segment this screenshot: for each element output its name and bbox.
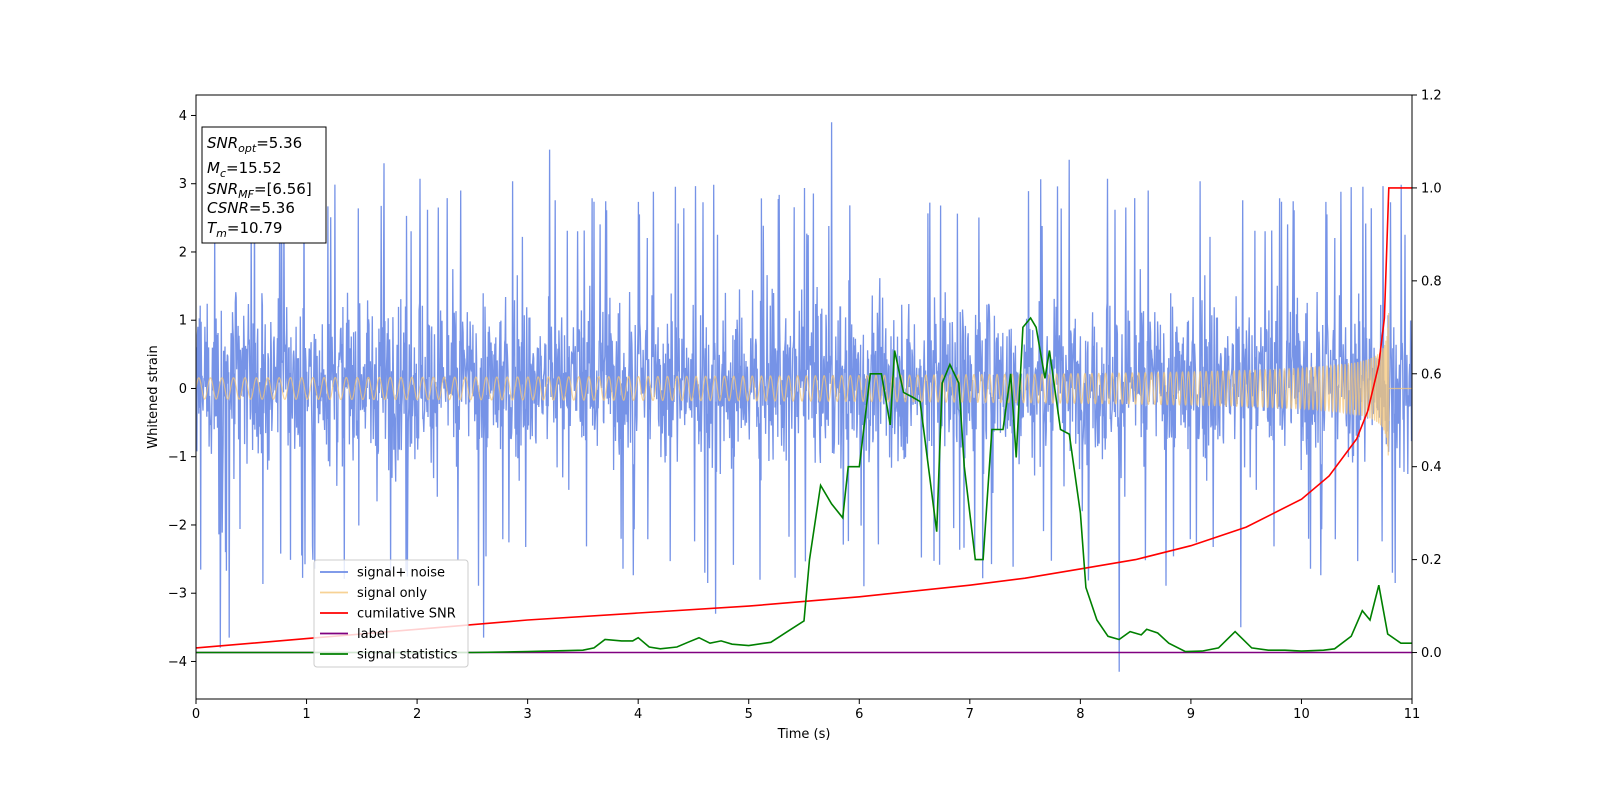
y-axis-right: 0.0 0.2 0.4 0.6 0.8 1.0 1.2	[1412, 89, 1442, 661]
legend-label: cumilative SNR	[357, 607, 456, 622]
annotation-subscript: MF	[238, 188, 254, 201]
legend-label: signal statistics	[357, 648, 458, 663]
annotation-symbol: SNR	[207, 134, 238, 152]
legend-signal-only: signal only	[320, 586, 427, 601]
y-axis-label: Whitened strain	[146, 345, 161, 448]
legend-label: label	[320, 627, 388, 642]
x-tick-label: 5	[745, 707, 753, 722]
annotation-frame	[201, 126, 327, 244]
annotation-value: =5.36	[249, 199, 295, 217]
series-signal-statistics-line	[196, 316, 1412, 654]
annotation-line: Mc=15.52	[207, 159, 282, 180]
y-axis-left: −4 −3 −2 −1 0 1 2 3 4	[168, 109, 196, 670]
y2-tick-label: 0.8	[1421, 274, 1442, 289]
y-tick-label: 2	[179, 245, 187, 260]
y-tick-label: −1	[168, 450, 187, 465]
annotation-value: =15.52	[226, 159, 282, 177]
annotation-symbol: M	[207, 159, 220, 177]
legend-frame	[313, 559, 469, 668]
legend-label: signal+ noise	[357, 566, 445, 581]
annotation-symbol: SNR	[207, 180, 238, 198]
x-tick-label: 4	[634, 707, 642, 722]
y2-tick-label: 1.0	[1421, 181, 1442, 196]
y-tick-label: −3	[168, 587, 187, 602]
legend-signal-statistics: signal statistics	[320, 648, 458, 663]
x-tick-label: 7	[966, 707, 974, 722]
y-tick-label: 0	[179, 382, 187, 397]
x-tick-label: 2	[413, 707, 421, 722]
y-tick-label: 1	[179, 314, 187, 329]
x-tick-label: 0	[192, 707, 200, 722]
y-tick-label: 3	[179, 177, 187, 192]
y2-tick-label: 0.0	[1421, 646, 1442, 661]
x-tick-label: 9	[1187, 707, 1195, 722]
y2-tick-label: 0.6	[1421, 367, 1442, 382]
annotation-value: =5.36	[256, 134, 302, 152]
x-axis: 0 1 2 3 4 5 6 7 8 9 10 11	[192, 699, 1420, 722]
annotation-subscript: c	[220, 167, 226, 180]
x-tick-label: 3	[523, 707, 531, 722]
annotation-line: SNRMF=[6.56]	[207, 180, 312, 201]
annotation-value: =10.79	[227, 219, 283, 237]
annotation-box: SNRopt=5.36Mc=15.52SNRMF=[6.56]CSNR=5.36…	[201, 126, 327, 244]
y-tick-label: 4	[179, 109, 187, 124]
series-cumulative-snr-line	[196, 187, 1412, 649]
annotation-subscript: m	[216, 227, 227, 240]
x-tick-label: 1	[302, 707, 310, 722]
series-signal-only-line	[196, 313, 1412, 456]
legend-label: signal only	[357, 586, 427, 601]
x-tick-label: 6	[855, 707, 863, 722]
legend-cumulative-snr: cumilative SNR	[320, 607, 456, 622]
annotation-symbol: T	[207, 219, 218, 237]
annotation-line: Tm=10.79	[207, 219, 282, 240]
y2-tick-label: 1.2	[1421, 89, 1442, 104]
y2-tick-label: 0.4	[1421, 460, 1442, 475]
y2-tick-label: 0.2	[1421, 553, 1442, 568]
annotation-symbol: CSNR	[207, 199, 249, 217]
annotation-subscript: opt	[238, 142, 257, 155]
series-signal-noise-line	[196, 122, 1412, 672]
annotation-line: SNRopt=5.36	[207, 134, 302, 155]
annotation-line: CSNR=5.36	[207, 199, 295, 217]
x-tick-label: 8	[1076, 707, 1084, 722]
legend: signal+ noise signal only cumilative SNR la…	[313, 559, 469, 668]
annotation-value: =[6.56]	[254, 180, 312, 198]
x-tick-label: 11	[1404, 707, 1421, 722]
legend-signal-noise: signal+ noise	[320, 566, 445, 581]
plot-frame	[195, 94, 1413, 700]
x-tick-label: 10	[1293, 707, 1310, 722]
y-tick-label: −2	[168, 518, 187, 533]
legend-label: label	[357, 627, 388, 642]
y-tick-label: −4	[168, 655, 187, 670]
x-axis-label: Time (s)	[777, 727, 831, 742]
